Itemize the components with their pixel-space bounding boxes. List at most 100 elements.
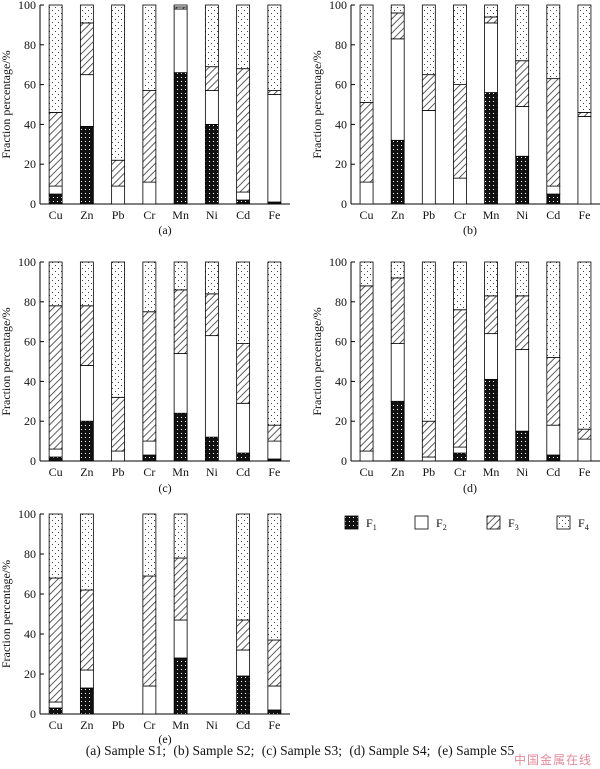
legend-label-f1: F1 bbox=[366, 516, 377, 532]
bar-segment-zn-f3 bbox=[79, 22, 94, 76]
x-tick-label: Cr bbox=[454, 208, 466, 222]
panel-label: (c) bbox=[158, 481, 171, 495]
bar-segment-cd-f2 bbox=[236, 191, 251, 201]
x-tick-label: Ni bbox=[206, 208, 219, 222]
y-tick-label: 60 bbox=[335, 78, 347, 92]
bar-segment-cr-f3 bbox=[142, 575, 157, 687]
bar-segment-cd-f3 bbox=[546, 78, 561, 187]
x-tick-label: Zn bbox=[80, 465, 93, 479]
bar-segment-fe-f4 bbox=[577, 4, 592, 113]
bar-segment-cr-f2 bbox=[142, 685, 157, 715]
bar-segment-cu-f1 bbox=[48, 193, 63, 205]
bar-segment-cd-f4 bbox=[236, 513, 251, 621]
bar-segment-cu-f2 bbox=[48, 448, 63, 458]
bar-segment-fe-f3 bbox=[577, 112, 592, 117]
chart-panel-d: 0 20 40 60 80 100 Fraction percentage/% Cu Zn Pb C… bbox=[310, 255, 600, 495]
bar-segment-cu-f4 bbox=[48, 261, 63, 307]
bar-segment-cr-f4 bbox=[453, 4, 467, 85]
x-tick-label: Ni bbox=[206, 465, 219, 479]
x-tick-label: Zn bbox=[80, 718, 93, 732]
x-tick-label: Cu bbox=[49, 718, 63, 732]
y-tick-label: 20 bbox=[335, 414, 347, 428]
bar-segment-cr-f1 bbox=[453, 452, 467, 462]
bar-segment-cr-f2 bbox=[453, 177, 467, 205]
bar-segment-cd-f2 bbox=[546, 424, 561, 456]
bar-segment-fe-f2 bbox=[577, 116, 592, 205]
x-tick-label: Pb bbox=[422, 208, 435, 222]
bar-segment-mn-f4 bbox=[173, 513, 188, 559]
x-tick-label: Zn bbox=[391, 208, 404, 222]
chart-panel-a: 0 20 40 60 80 100 Fraction percentage/% Cu Zn Pb C… bbox=[0, 0, 290, 237]
x-tick-label: Cd bbox=[546, 208, 560, 222]
bar-segment-cu-f4 bbox=[48, 4, 63, 113]
bar-segment-pb-f2 bbox=[111, 450, 126, 462]
bar-segment-mn-f3 bbox=[173, 557, 188, 621]
bar-segment-mn-f3 bbox=[484, 16, 498, 24]
bar-segment-mn-f2 bbox=[173, 619, 188, 659]
caption-part-e: (e) Sample S5 bbox=[437, 743, 515, 758]
x-tick-label: Cr bbox=[143, 718, 155, 732]
bar-segment-fe-f4 bbox=[577, 261, 592, 430]
bar-segment-ni-f2 bbox=[515, 106, 530, 157]
x-tick-label: Pb bbox=[112, 208, 125, 222]
bar-segment-cu-f3 bbox=[48, 577, 63, 703]
y-tick-label: 80 bbox=[335, 295, 347, 309]
bar-segment-cu-f3 bbox=[48, 305, 63, 450]
y-tick-label: 0 bbox=[341, 197, 347, 211]
bar-segment-zn-f1 bbox=[79, 125, 94, 205]
x-tick-label: Mn bbox=[483, 208, 500, 222]
x-tick-label: Mn bbox=[483, 465, 500, 479]
bar-segment-mn-f4 bbox=[173, 4, 188, 8]
bar-segment-cd-f1 bbox=[236, 675, 251, 715]
bar-segment-cu-f4 bbox=[359, 4, 374, 103]
bar-segment-zn-f1 bbox=[79, 420, 94, 462]
x-tick-label: Cu bbox=[360, 208, 374, 222]
bar-segment-zn-f1 bbox=[79, 687, 94, 715]
x-tick-label: Ni bbox=[516, 208, 529, 222]
y-tick-label: 0 bbox=[341, 454, 347, 468]
y-tick-label: 20 bbox=[335, 157, 347, 171]
bar-segment-ni-f3 bbox=[204, 66, 219, 91]
bar-segment-zn-f3 bbox=[390, 277, 405, 344]
bar-segment-fe-f2 bbox=[577, 438, 592, 462]
bar-segment-cu-f2 bbox=[48, 185, 63, 195]
bar-segment-fe-f2 bbox=[267, 440, 282, 460]
bar-segment-fe-f4 bbox=[267, 513, 282, 641]
y-tick-label: 80 bbox=[24, 295, 36, 309]
bar-segment-cr-f4 bbox=[453, 261, 467, 311]
bar-segment-mn-f4 bbox=[484, 261, 498, 297]
bar-segment-ni-f1 bbox=[204, 436, 219, 462]
bar-segment-cd-f4 bbox=[236, 261, 251, 344]
bar-segment-zn-f4 bbox=[79, 4, 94, 24]
bar-segment-fe-f3 bbox=[267, 424, 282, 442]
bar-segment-zn-f3 bbox=[390, 12, 405, 40]
bar-segment-ni-f3 bbox=[515, 295, 530, 350]
bar-segment-zn-f3 bbox=[79, 589, 94, 671]
bar-segment-cd-f1 bbox=[546, 454, 561, 462]
panel-label: (a) bbox=[158, 223, 171, 237]
bar-segment-ni-f2 bbox=[204, 335, 219, 438]
bar-segment-ni-f2 bbox=[204, 90, 219, 125]
bar-segment-fe-f4 bbox=[267, 4, 282, 91]
bar-segment-cr-f2 bbox=[453, 446, 467, 454]
bar-segment-pb-f2 bbox=[421, 456, 436, 462]
chart-panel-e: 0 20 40 60 80 100 Fraction percentage/% Cu Zn Pb C… bbox=[0, 507, 290, 746]
legend-label-f3: F3 bbox=[508, 516, 519, 532]
x-tick-label: Cu bbox=[360, 465, 374, 479]
bar-segment-pb-f4 bbox=[111, 261, 126, 398]
x-tick-label: Cd bbox=[236, 208, 250, 222]
x-tick-label: Pb bbox=[112, 465, 125, 479]
bar-segment-cr-f4 bbox=[142, 4, 157, 91]
x-tick-label: Cr bbox=[143, 208, 155, 222]
bar-segment-zn-f3 bbox=[79, 305, 94, 366]
y-axis-label: Fraction percentage/% bbox=[0, 560, 13, 668]
bar-segment-ni-f4 bbox=[515, 4, 530, 62]
bar-segment-zn-f4 bbox=[79, 261, 94, 307]
bar-segment-mn-f2 bbox=[173, 353, 188, 414]
y-tick-label: 100 bbox=[18, 0, 36, 12]
y-tick-label: 20 bbox=[24, 667, 36, 681]
legend-label-f4: F4 bbox=[578, 516, 589, 532]
x-tick-label: Cd bbox=[236, 718, 250, 732]
x-tick-label: Cu bbox=[49, 465, 63, 479]
